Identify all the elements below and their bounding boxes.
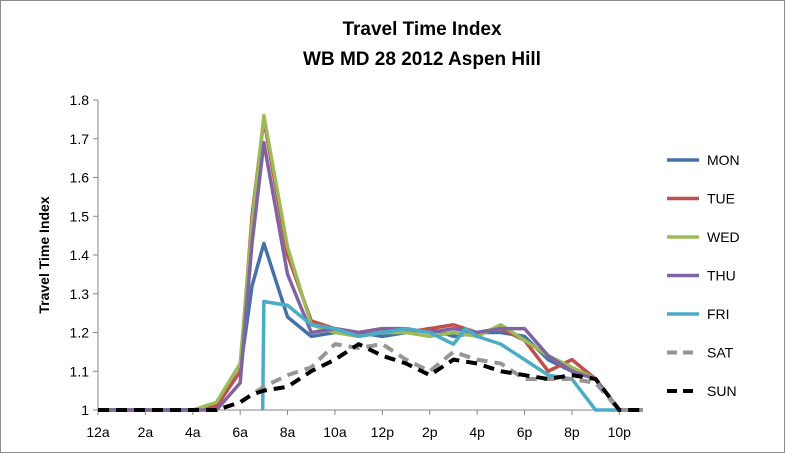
legend-label-thu: THU [707, 268, 736, 284]
x-tick-label: 10p [608, 424, 632, 440]
y-tick-label: 1.1 [70, 363, 90, 379]
legend-label-wed: WED [707, 229, 740, 245]
y-tick-label: 1.8 [70, 92, 90, 108]
y-tick-label: 1.2 [70, 325, 90, 341]
series-line-mon [98, 241, 643, 412]
x-tick-label: 2p [422, 424, 438, 440]
legend-label-sat: SAT [707, 345, 734, 361]
x-tick-label: 8p [564, 424, 580, 440]
legend-label-tue: TUE [707, 191, 735, 207]
legend-label-sun: SUN [707, 383, 737, 399]
x-tick-label: 2a [138, 424, 154, 440]
y-tick-label: 1.5 [70, 208, 90, 224]
y-tick-label: 1 [81, 402, 89, 418]
x-tick-label: 4p [469, 424, 485, 440]
y-tick-label: 1.4 [70, 247, 90, 263]
series-line-fri [260, 299, 620, 412]
x-tick-label: 4a [185, 424, 201, 440]
y-tick-label: 1.3 [70, 286, 90, 302]
legend-label-mon: MON [707, 152, 740, 168]
x-tick-label: 6p [517, 424, 533, 440]
y-axis-label: Travel Time Index [36, 196, 52, 313]
chart-subtitle: WB MD 28 2012 Aspen Hill [303, 49, 541, 70]
series-line-sun [98, 342, 643, 412]
y-tick-label: 1.7 [70, 131, 90, 147]
x-tick-label: 8a [280, 424, 296, 440]
series-line-thu [98, 140, 643, 412]
x-tick-label: 12p [371, 424, 395, 440]
x-tick-label: 12a [86, 424, 110, 440]
x-tick-label: 6a [232, 424, 248, 440]
x-tick-label: 10a [323, 424, 347, 440]
series-line-tue [98, 117, 643, 412]
chart-title: Travel Time Index [342, 19, 502, 40]
legend-label-fri: FRI [707, 306, 730, 322]
y-tick-label: 1.6 [70, 170, 90, 186]
